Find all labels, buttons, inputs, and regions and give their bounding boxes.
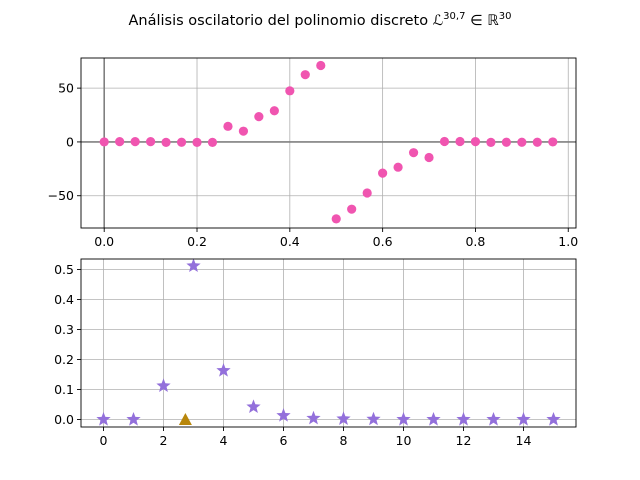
data-point-star	[546, 412, 561, 426]
data-point-star	[276, 408, 291, 422]
data-point	[207, 137, 218, 147]
data-point-star	[156, 378, 171, 392]
data-point	[393, 162, 403, 172]
title-member: ∈	[465, 13, 487, 29]
title-symbol: ℒ	[433, 13, 443, 29]
axes-frame	[80, 57, 577, 229]
data-point	[455, 136, 465, 147]
data-point-star	[306, 410, 321, 425]
data-point	[238, 126, 249, 136]
data-point-star	[396, 412, 411, 426]
data-point	[161, 137, 171, 147]
data-point	[424, 152, 434, 163]
data-point-star	[456, 412, 471, 426]
x-tick-label: 4	[220, 433, 228, 448]
top-plot: 0.0 0.2 0.4 0.6 0.8 1.0 −50 0 50	[48, 57, 578, 249]
data-point-star	[336, 411, 351, 425]
y-tick-label: 0.2	[54, 352, 74, 367]
data-point	[347, 204, 357, 214]
x-tick-label: 8	[340, 433, 348, 448]
data-point	[130, 137, 140, 147]
data-point-star	[126, 412, 141, 426]
data-point	[269, 106, 279, 116]
data-point	[223, 121, 233, 131]
data-point-star	[426, 412, 441, 426]
data-point	[99, 137, 109, 147]
data-point-star	[186, 258, 201, 272]
title-superscript: 30,7	[443, 11, 465, 22]
x-tick-label: 0.0	[94, 234, 114, 249]
data-point-star	[486, 412, 501, 426]
x-tick-label: 0	[100, 433, 108, 448]
data-point	[439, 136, 450, 147]
data-point	[176, 137, 187, 147]
title-main: Análisis oscilatorio del polinomio discr…	[128, 13, 432, 29]
data-point	[331, 214, 341, 224]
data-point	[192, 137, 202, 147]
data-point	[501, 137, 511, 147]
x-tick-label: 0.2	[187, 234, 207, 249]
data-point-triangle	[178, 413, 192, 426]
data-point	[517, 137, 527, 147]
bottom-plot: 0 2 4 6 8 10 12 14 0.0 0.1 0.2 0.3 0.4 0.5	[54, 258, 577, 448]
title-space-superscript: 30	[499, 11, 512, 22]
data-point-star	[96, 412, 111, 426]
y-tick-label: 0.0	[54, 412, 74, 427]
x-tick-label: 14	[516, 433, 532, 448]
y-tick-label: 0.5	[54, 262, 74, 277]
data-point-star	[246, 399, 261, 413]
y-tick-label: 0	[66, 134, 74, 149]
data-point-star	[366, 411, 381, 426]
y-tick-label: 0.1	[54, 382, 74, 397]
x-tick-label: 12	[456, 433, 472, 448]
x-tick-label: 0.4	[280, 234, 300, 249]
x-tick-label: 10	[396, 433, 412, 448]
x-tick-label: 0.6	[373, 234, 393, 249]
data-point	[362, 188, 372, 198]
data-point	[115, 137, 125, 147]
x-tick-label: 6	[280, 433, 288, 448]
y-tick-label: −50	[48, 188, 74, 203]
data-point	[548, 137, 558, 147]
data-point	[408, 148, 419, 158]
data-point	[532, 137, 542, 147]
data-point-star	[516, 412, 531, 426]
axes-frame	[80, 258, 577, 428]
data-point	[378, 168, 388, 178]
data-point	[285, 86, 295, 96]
data-point	[146, 137, 156, 147]
chart-title: Análisis oscilatorio del polinomio discr…	[128, 11, 511, 29]
data-point	[486, 137, 496, 147]
x-tick-label: 0.8	[465, 234, 485, 249]
title-space: ℝ	[487, 13, 499, 29]
data-point	[316, 60, 326, 71]
x-tick-label: 1.0	[558, 234, 578, 249]
y-tick-label: 50	[58, 81, 74, 96]
y-tick-label: 0.4	[54, 292, 74, 307]
y-tick-label: 0.3	[54, 322, 74, 337]
data-point	[254, 112, 264, 122]
x-tick-label: 2	[160, 433, 168, 448]
data-point	[300, 70, 310, 80]
data-point-star	[216, 363, 231, 377]
data-point	[470, 137, 481, 147]
